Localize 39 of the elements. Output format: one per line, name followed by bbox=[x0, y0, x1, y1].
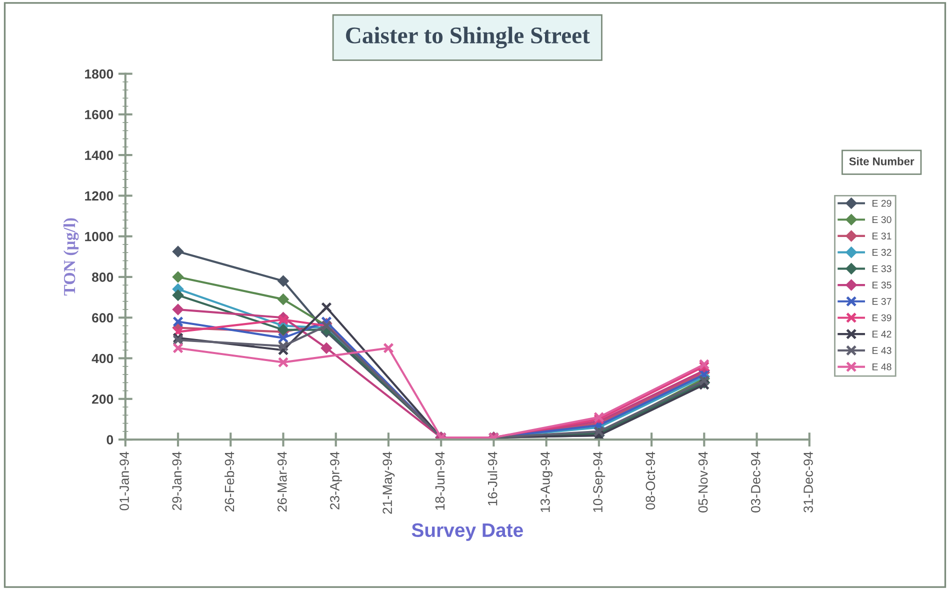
y-tick-label: 1400 bbox=[85, 150, 114, 160]
legend-label: E 43 bbox=[872, 347, 892, 354]
x-tick-label: 31-Dec-94 bbox=[804, 452, 813, 512]
y-tick-label: 200 bbox=[92, 394, 114, 404]
y-tick-label: 1200 bbox=[85, 191, 114, 201]
x-tick-label: 10-Sep-94 bbox=[593, 452, 606, 512]
y-tick-label: 1800 bbox=[85, 69, 114, 79]
chart-title: Caister to Shingle Street bbox=[346, 26, 590, 48]
x-axis-title: Survey Date bbox=[412, 523, 523, 541]
x-tick-label: 08-Oct-94 bbox=[646, 452, 656, 510]
y-tick-label: 0 bbox=[106, 435, 114, 444]
x-tick-label: 01-Jan-94 bbox=[120, 452, 129, 510]
x-tick-label: 21-May-94 bbox=[382, 452, 395, 514]
legend-label: E 31 bbox=[872, 232, 892, 240]
legend-label: E 33 bbox=[872, 265, 892, 272]
legend-label: E 30 bbox=[872, 216, 892, 224]
x-tick-label: 23-Apr-94 bbox=[330, 452, 342, 510]
legend-title: Site Number bbox=[849, 157, 914, 166]
legend-label: E 29 bbox=[872, 200, 892, 207]
x-tick-label: 26-Feb-94 bbox=[224, 452, 234, 512]
legend-label: E 32 bbox=[872, 248, 892, 256]
y-tick-label: 400 bbox=[92, 354, 114, 364]
x-tick-label: 18-Jun-94 bbox=[435, 452, 445, 510]
y-axis-title: TON (µg/l) bbox=[63, 218, 79, 296]
y-tick-label: 1000 bbox=[85, 232, 114, 242]
x-tick-label: 03-Dec-94 bbox=[750, 452, 760, 512]
x-tick-label: 26-Mar-94 bbox=[277, 452, 287, 512]
legend-label: E 37 bbox=[872, 298, 892, 305]
y-tick-label: 800 bbox=[92, 272, 114, 282]
y-tick-label: 1600 bbox=[85, 110, 114, 120]
legend-label: E 39 bbox=[872, 314, 892, 322]
x-tick-label: 05-Nov-94 bbox=[698, 452, 708, 512]
y-tick-label: 600 bbox=[92, 313, 114, 323]
legend-label: E 35 bbox=[872, 282, 892, 289]
x-tick-label: 13-Aug-94 bbox=[540, 452, 552, 512]
legend-label: E 48 bbox=[872, 363, 892, 370]
x-tick-label: 29-Jan-94 bbox=[172, 452, 182, 510]
legend-label: E 42 bbox=[872, 330, 892, 338]
x-tick-label: 16-Jul-94 bbox=[488, 452, 498, 506]
